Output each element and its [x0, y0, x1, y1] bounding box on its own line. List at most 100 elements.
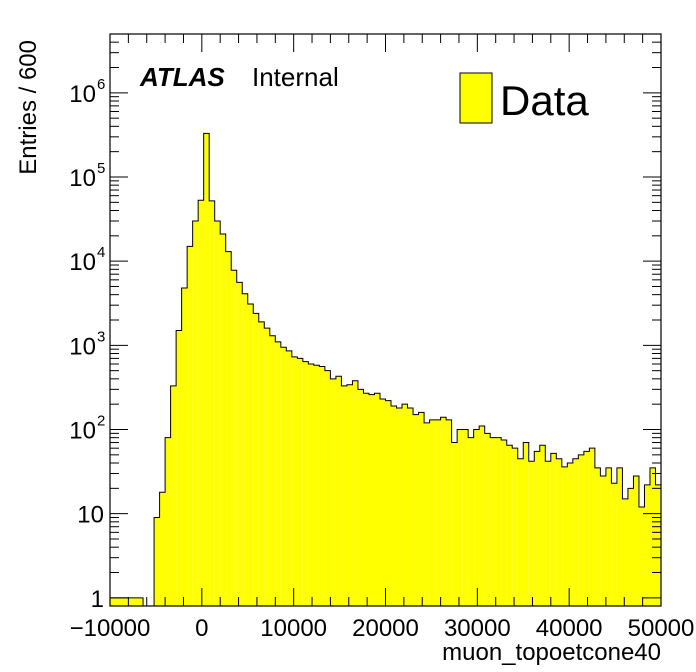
histogram-bin — [231, 270, 237, 606]
histogram-bin — [137, 597, 144, 606]
histogram-bars — [110, 133, 661, 606]
y-tick-label: 10 — [77, 502, 104, 529]
histogram-bin — [418, 412, 425, 606]
svg-text:10: 10 — [69, 249, 96, 276]
svg-text:10: 10 — [69, 81, 96, 108]
histogram-bin — [583, 451, 590, 606]
histogram-bin — [572, 458, 579, 606]
histogram-bin — [506, 445, 513, 606]
histogram-bin — [187, 246, 193, 606]
histogram-bin — [407, 408, 414, 606]
y-tick-label: 1 — [91, 586, 104, 613]
histogram-bin — [121, 597, 127, 606]
histogram-bin — [115, 597, 122, 606]
histogram-bin — [501, 440, 507, 606]
x-tick-label: 40000 — [536, 615, 603, 642]
histogram-bin — [275, 341, 281, 606]
histogram-bin — [165, 437, 171, 606]
histogram-bin — [561, 466, 568, 606]
y-tick-label: 10 6 — [69, 76, 105, 108]
histogram-bin — [578, 454, 584, 606]
svg-text:6: 6 — [97, 76, 105, 93]
histogram-bin — [424, 422, 430, 606]
y-tick-label: 10 5 — [69, 160, 105, 192]
histogram-bin — [490, 437, 496, 606]
histogram-bin — [253, 313, 259, 606]
histogram-bin — [517, 458, 524, 606]
histogram-bin — [611, 483, 617, 606]
histogram-bin — [181, 287, 188, 606]
histogram-bin — [435, 419, 441, 606]
histogram-bin — [225, 251, 232, 606]
histogram-bin — [556, 458, 562, 606]
histogram-bin — [528, 461, 535, 606]
histogram-bin — [379, 399, 386, 606]
histogram-bin — [550, 453, 557, 606]
histogram-bin — [440, 417, 447, 606]
histogram-bin — [291, 356, 298, 606]
histogram-bin — [539, 445, 546, 606]
histogram-bin — [313, 365, 320, 606]
histogram-bin — [297, 358, 303, 606]
histogram-bin — [110, 597, 116, 606]
histogram-bin — [280, 347, 287, 606]
histogram-bin — [385, 400, 392, 606]
svg-text:10: 10 — [69, 165, 96, 192]
histogram-bin — [374, 393, 380, 606]
histogram-bin — [330, 378, 336, 606]
histogram-bin — [451, 442, 458, 606]
histogram-bin — [589, 448, 595, 606]
histogram-bin — [413, 414, 419, 606]
histogram-bin — [495, 437, 502, 606]
histogram-bin — [132, 597, 138, 606]
histogram-bin — [346, 384, 353, 606]
svg-text:5: 5 — [97, 160, 105, 177]
histogram-bin — [319, 366, 325, 606]
histogram-bin — [429, 419, 436, 606]
histogram-bin — [622, 498, 628, 606]
histogram-bin — [644, 484, 650, 606]
histogram-bin — [567, 463, 573, 606]
histogram-bin — [655, 484, 661, 606]
histogram-bin — [462, 429, 469, 606]
histogram-bin — [264, 328, 270, 606]
histogram-bin — [170, 385, 177, 606]
svg-text:10: 10 — [69, 333, 96, 360]
histogram-bin — [220, 234, 226, 606]
svg-text:3: 3 — [97, 328, 105, 345]
y-tick-label: 10 4 — [69, 244, 105, 276]
histogram-bin — [457, 429, 463, 606]
legend: Data — [459, 72, 589, 124]
histogram-bin — [512, 448, 518, 606]
x-tick-label: 30000 — [444, 615, 511, 642]
histogram-bin — [286, 350, 292, 606]
y-tick-label: 10 3 — [69, 328, 105, 360]
histogram-bin — [236, 282, 243, 606]
histogram-bin — [324, 370, 331, 606]
histogram-bin — [649, 467, 656, 606]
svg-text:10: 10 — [69, 418, 96, 445]
histogram-bin — [594, 467, 601, 606]
histogram-bin — [616, 467, 623, 606]
histogram-bin — [192, 221, 199, 606]
histogram-bin — [308, 364, 314, 606]
histogram-bin — [523, 442, 529, 606]
x-tick-label: 50000 — [628, 615, 695, 642]
histogram-bin — [214, 221, 221, 606]
histogram-bin — [198, 200, 204, 606]
histogram-bin — [302, 361, 309, 606]
histogram-bin — [534, 451, 540, 606]
legend-swatch-data — [459, 72, 493, 124]
histogram-bin — [473, 429, 480, 606]
atlas-label-bold: ATLAS — [139, 62, 225, 92]
histogram-bin — [605, 467, 612, 606]
histogram-bin — [363, 393, 369, 606]
histogram-bin — [479, 426, 485, 606]
histogram-bin — [352, 380, 358, 606]
histogram-bin — [468, 437, 474, 606]
histogram-bin — [341, 385, 347, 606]
histogram-bin — [258, 321, 265, 606]
y-tick-label: 10 2 — [69, 413, 105, 445]
